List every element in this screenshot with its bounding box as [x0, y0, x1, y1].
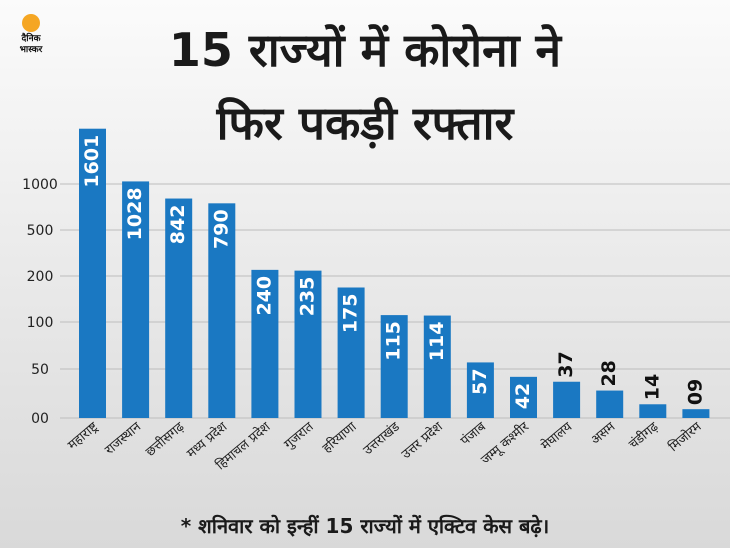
- category-label: पंजाब: [458, 419, 489, 449]
- bar-value-label: 790: [210, 209, 232, 249]
- category-label: महाराष्ट्र: [65, 419, 101, 453]
- sun-icon: [22, 14, 40, 32]
- bar-value-label: 09: [684, 379, 706, 405]
- bar: [251, 269, 279, 418]
- category-label: उत्तराखंड: [361, 419, 404, 458]
- y-tick-label: 50: [31, 362, 49, 378]
- bar: [466, 362, 494, 418]
- bar: [682, 409, 710, 418]
- bar: [165, 198, 193, 418]
- y-tick-label: 1000: [22, 177, 58, 193]
- bar: [380, 315, 408, 418]
- bar-value-label: 57: [469, 368, 491, 394]
- category-label: उत्तर प्रदेश: [398, 418, 446, 462]
- bar-value-label: 37: [555, 351, 577, 377]
- bar-value-label: 114: [426, 322, 448, 362]
- y-tick-label: 200: [27, 269, 54, 285]
- bar-value-label: 115: [383, 321, 405, 361]
- category-label: गुजरात: [282, 419, 317, 452]
- bar: [337, 287, 365, 418]
- bar-value-label: 842: [167, 205, 189, 245]
- category-label: हरियाणा: [319, 418, 360, 456]
- bar-value-label: 28: [598, 360, 620, 386]
- bar-value-label: 1601: [81, 135, 103, 188]
- bar: [553, 381, 581, 418]
- category-label: जम्मू कश्मीर: [478, 418, 533, 468]
- category-label: चंडीगढ़: [626, 418, 662, 452]
- bar-value-label: 175: [340, 294, 362, 334]
- category-label: मेघालय: [538, 419, 576, 454]
- bar: [208, 203, 236, 418]
- bar: [423, 315, 451, 418]
- brand-logo: दैनिक भास्कर: [8, 14, 54, 64]
- bar: [294, 270, 322, 418]
- category-label: असम: [588, 419, 618, 448]
- bar: [596, 390, 624, 418]
- category-label: छत्तीसगढ़: [143, 418, 188, 460]
- y-tick-label: 100: [27, 315, 54, 331]
- title-line-1: 15 राज्यों में कोरोना ने: [168, 23, 562, 77]
- bar-value-label: 42: [512, 383, 534, 409]
- y-tick-label: 00: [31, 411, 49, 427]
- title-line-2: फिर पकड़ी रफ्तार: [216, 96, 514, 150]
- bar-value-label: 235: [297, 277, 319, 317]
- y-tick-label: 500: [27, 223, 54, 239]
- bar: [79, 128, 106, 418]
- bar: [122, 181, 150, 418]
- bar-value-label: 1028: [124, 187, 146, 240]
- bar: [639, 404, 667, 418]
- bar: [510, 376, 537, 418]
- category-label: मिजोरम: [666, 419, 705, 455]
- bar-value-label: 240: [253, 276, 275, 316]
- logo-text: दैनिक भास्कर: [19, 34, 43, 55]
- category-label: राजस्थान: [102, 419, 144, 458]
- bar-value-label: 14: [641, 374, 663, 400]
- footnote: * शनिवार को इन्हीं 15 राज्यों में एक्टिव…: [180, 514, 550, 538]
